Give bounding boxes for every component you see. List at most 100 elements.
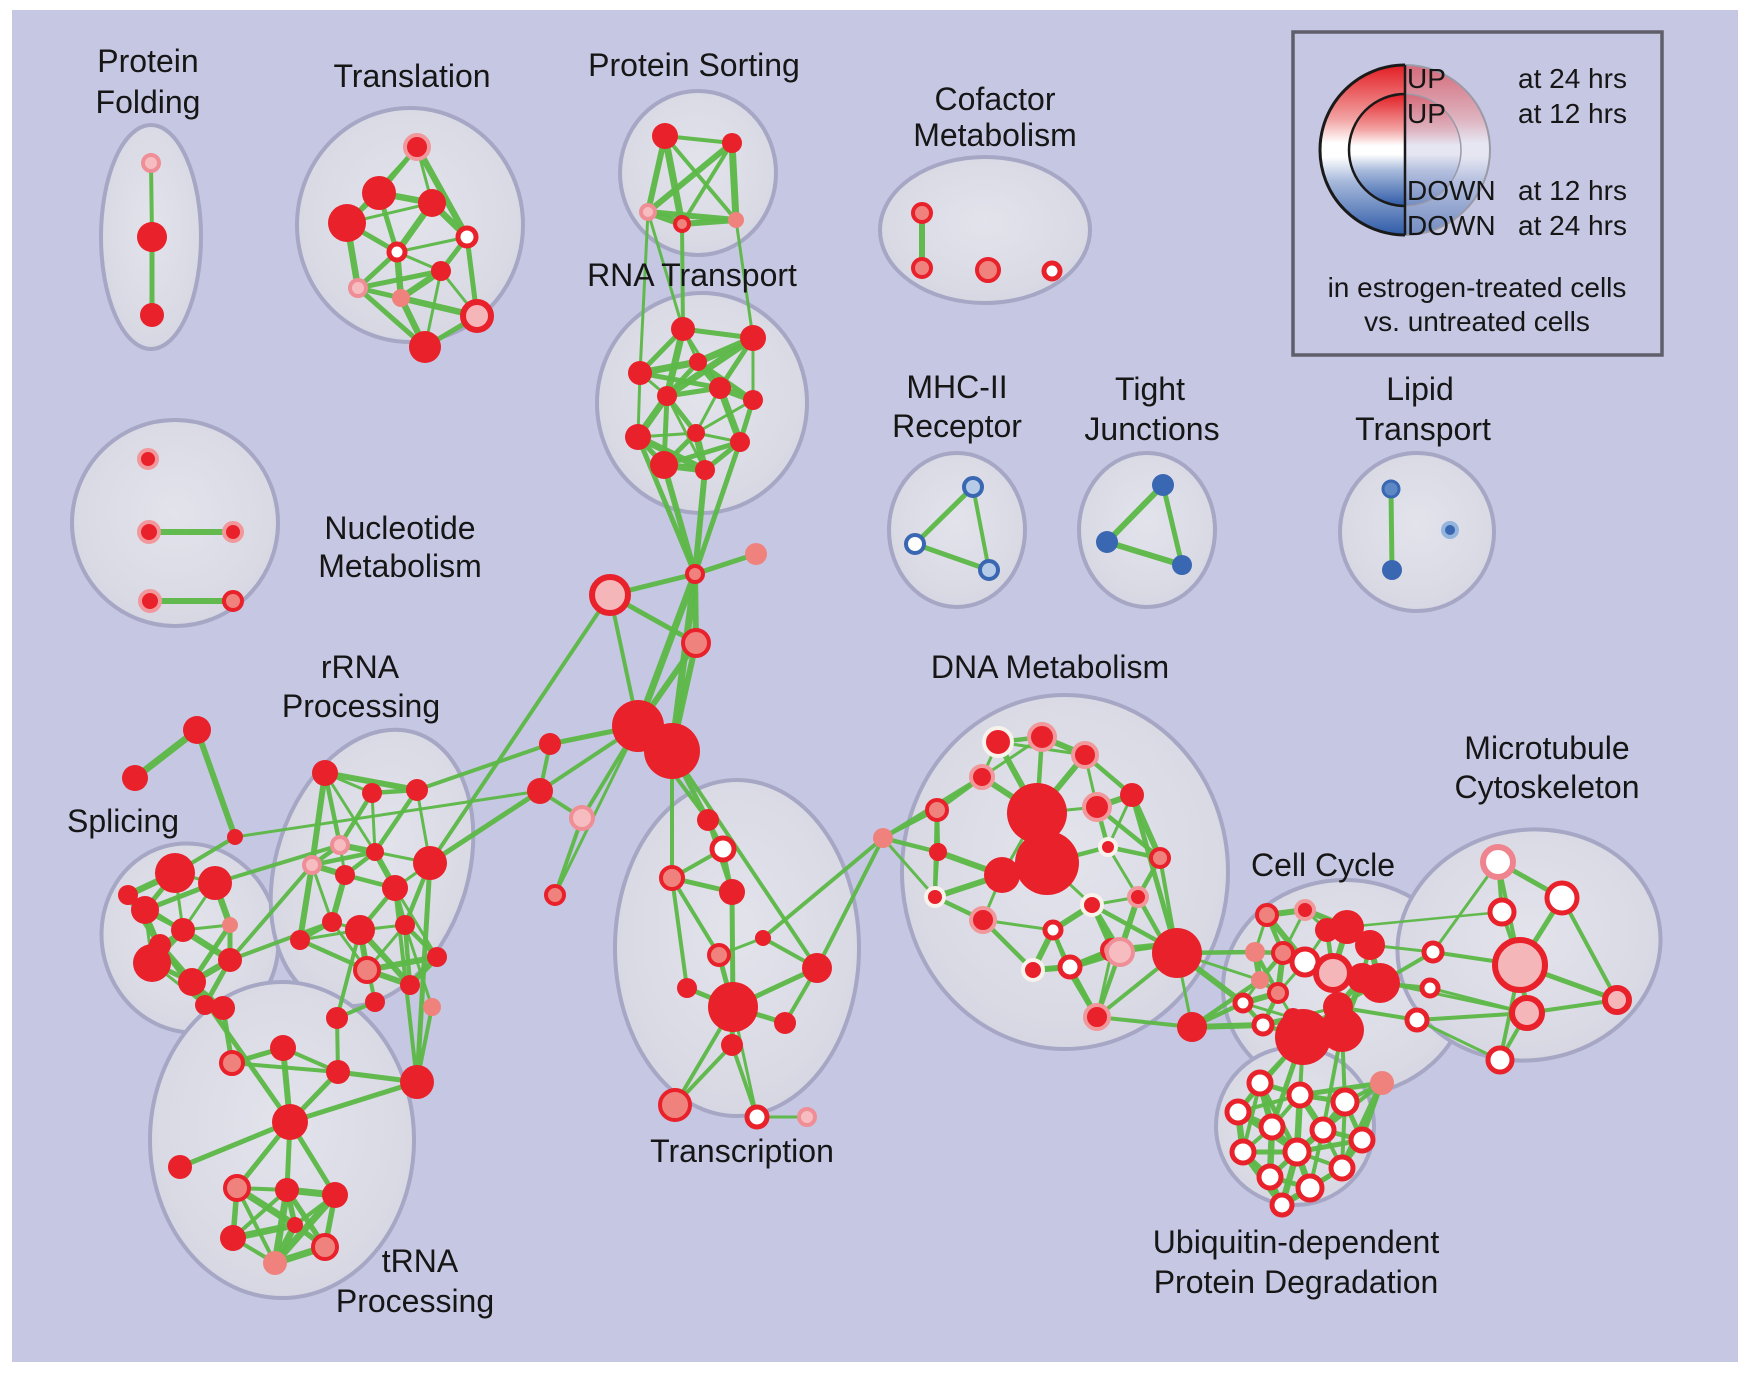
cluster-ellipse-nucleotide [70, 418, 280, 628]
network-node-u7 [1348, 1126, 1376, 1154]
network-node-h4 [220, 1225, 246, 1251]
legend-caption-1: in estrogen-treated cells [1328, 272, 1627, 303]
label-microtubule: Microtubule [1464, 730, 1629, 766]
network-node-x7 [697, 809, 719, 831]
network-node-ps4 [673, 215, 691, 233]
network-node-r2 [740, 325, 766, 351]
network-edge [670, 749, 819, 970]
network-node-u11 [1256, 1163, 1284, 1191]
label-ubiquitin: Ubiquitin-dependent [1153, 1224, 1440, 1260]
network-edge [1560, 896, 1619, 1002]
network-node-mt10 [1485, 1045, 1515, 1075]
network-node-cc1 [1255, 903, 1279, 927]
network-node-rr13 [395, 915, 415, 935]
network-node-x3 [681, 628, 711, 658]
network-node-d13 [1098, 837, 1118, 857]
network-node-cc5 [1355, 930, 1385, 960]
label-cofactor: Cofactor [935, 81, 1056, 117]
legend-row4-dir: DOWN [1407, 210, 1496, 241]
network-node-d14 [1149, 847, 1171, 869]
network-edge [971, 485, 991, 572]
network-edge [1431, 860, 1500, 954]
network-node-uS [1370, 1071, 1394, 1095]
network-node-cc9 [1313, 953, 1353, 993]
network-edge [734, 218, 755, 340]
network-node-cc4 [1330, 910, 1364, 944]
label-rrna: rRNA [321, 649, 400, 685]
network-node-ccBig1 [1275, 1009, 1331, 1065]
network-node-m1 [962, 476, 984, 498]
network-node-sp9 [218, 948, 242, 972]
network-edge [663, 134, 738, 222]
network-node-sp1 [155, 853, 195, 893]
network-node-x10 [544, 884, 566, 906]
legend-row3-dir: DOWN [1407, 175, 1496, 206]
network-node-r1 [671, 317, 695, 341]
network-node-d12 [984, 857, 1020, 893]
network-node-mt5 [1492, 937, 1548, 993]
network-node-rr14 [353, 956, 381, 984]
legend-outer-arc-right [1404, 64, 1491, 236]
network-node-sp4 [171, 918, 195, 942]
network-edge [646, 210, 685, 331]
network-edge [692, 467, 708, 577]
network-node-c3 [975, 257, 1001, 283]
network-edge [912, 484, 976, 547]
network-edge [323, 771, 377, 854]
legend-inner-arc-left [1347, 92, 1406, 208]
network-edge [393, 886, 439, 959]
network-edge [413, 143, 471, 241]
network-edge [1345, 910, 1504, 929]
network-edge [403, 923, 434, 1009]
network-node-ccBig2 [1320, 1008, 1364, 1052]
network-node-cc15 [1251, 1013, 1275, 1037]
network-node-q1 [1177, 1012, 1207, 1042]
network-edge [355, 268, 444, 291]
network-node-x4 [539, 733, 561, 755]
network-node-t6 [386, 241, 408, 263]
label-microtubule-2: Cytoskeleton [1455, 769, 1640, 805]
network-node-rr11 [345, 915, 375, 945]
network-node-x19 [658, 1088, 692, 1122]
network-node-r11 [650, 451, 678, 479]
legend-inner-arc-right [1404, 93, 1462, 207]
network-node-b8 [423, 998, 441, 1016]
network-node-rr6 [335, 865, 355, 885]
network-node-sp5 [222, 917, 238, 933]
network-node-x2 [589, 574, 631, 616]
network-node-d9 [929, 843, 947, 861]
network-node-mt6 [1419, 977, 1441, 999]
label-rna-transport: RNA Transport [587, 257, 797, 293]
legend-box [1291, 30, 1664, 357]
network-node-d25 [1057, 954, 1083, 980]
network-node-rr5 [302, 855, 322, 875]
network-edge [1160, 482, 1185, 568]
network-edge [661, 462, 698, 577]
network-node-n3 [222, 521, 244, 543]
network-node-rr10 [322, 912, 342, 932]
network-edge [310, 863, 334, 924]
network-node-cc14 [1232, 992, 1254, 1014]
network-node-sp8 [178, 968, 206, 996]
network-edge [228, 920, 334, 962]
network-node-d16 [924, 886, 946, 908]
network-node-x1 [745, 543, 767, 565]
legend: UP at 24 hrs UP at 12 hrs DOWN at 12 hrs… [1291, 30, 1664, 357]
network-node-x13 [707, 943, 731, 967]
network-node-mt8 [1509, 995, 1545, 1031]
network-edge [1129, 792, 1180, 956]
network-node-u2 [1286, 1081, 1314, 1109]
label-dna: DNA Metabolism [931, 649, 1169, 685]
network-node-d8 [873, 828, 893, 848]
network-edge [670, 876, 721, 957]
cluster-labels: Protein Folding Translation Protein Sort… [67, 43, 1640, 1319]
network-node-r10 [730, 432, 750, 452]
network-edge [730, 1043, 759, 1119]
network-node-d7 [1082, 792, 1112, 822]
network-edge [228, 863, 314, 962]
network-node-rr9 [413, 846, 447, 880]
network-node-b7 [365, 992, 385, 1012]
network-node-j2 [1096, 531, 1118, 553]
label-cell-cycle: Cell Cycle [1251, 847, 1395, 883]
